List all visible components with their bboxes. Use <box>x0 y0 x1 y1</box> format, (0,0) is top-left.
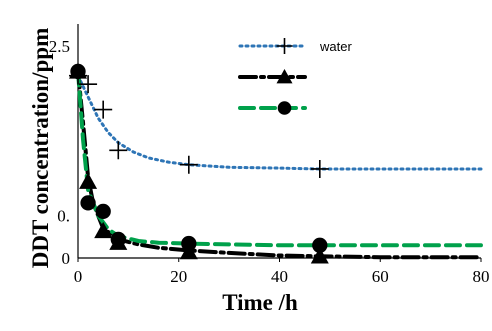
data-point-circle <box>181 235 197 252</box>
y-tick-label: 0. <box>57 207 70 226</box>
x-tick-label: 0 <box>74 267 83 286</box>
data-point-circle <box>110 231 126 247</box>
x-tick-label: 40 <box>271 267 288 286</box>
x-tick-label: 80 <box>473 267 490 286</box>
legend: water <box>238 38 352 115</box>
data-point-triangle <box>310 247 329 264</box>
y-axis-title: DDT concentration/ppm <box>28 28 53 268</box>
data-point-circle <box>80 195 96 211</box>
y-tick-label: 0 <box>62 249 71 268</box>
series-line-1 <box>76 74 483 171</box>
data-point-circle <box>95 203 111 220</box>
data-point-circle <box>277 101 292 115</box>
x-tick-labels: 0 20 40 60 80 <box>74 258 490 286</box>
data-point-plus <box>179 155 198 174</box>
data-point-triangle <box>94 221 113 239</box>
series-line-3 <box>76 69 483 248</box>
series-line-2 <box>76 69 483 260</box>
series-markers <box>69 62 329 264</box>
data-point-triangle <box>79 172 98 189</box>
x-axis-title: Time /h <box>222 290 298 315</box>
series-lines <box>76 69 483 260</box>
data-point-circle <box>312 237 328 253</box>
x-tick-label: 20 <box>170 267 187 286</box>
legend-label-1: water <box>319 39 352 54</box>
data-point-circle <box>70 63 86 80</box>
data-point-plus <box>310 159 329 178</box>
y-tick-label: 2.5 <box>49 37 70 56</box>
data-point-triangle <box>276 69 293 84</box>
axes <box>77 24 481 259</box>
data-point-plus <box>109 141 128 160</box>
data-point-plus <box>276 38 293 54</box>
data-point-plus <box>79 75 98 94</box>
x-tick-label: 60 <box>372 267 389 286</box>
y-tick-labels: 0 0. 2.5 <box>49 37 70 268</box>
data-point-plus <box>94 100 113 119</box>
